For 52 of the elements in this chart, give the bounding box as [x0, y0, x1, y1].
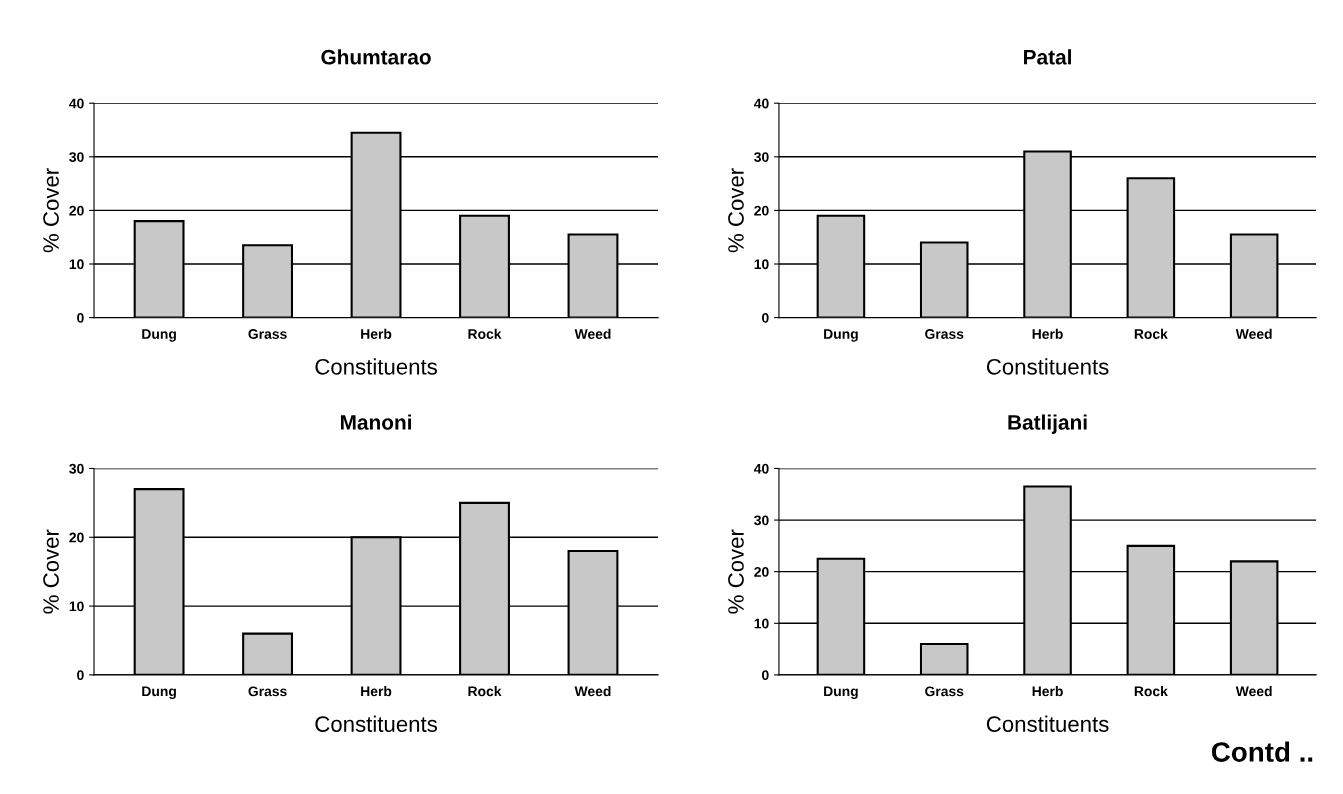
y-tick-label: 10 — [69, 601, 84, 612]
y-tick-label: 40 — [753, 98, 769, 109]
y-tick-label: 20 — [69, 532, 84, 543]
y-tick-label: 10 — [754, 618, 769, 629]
x-tick-label: Herb — [1032, 686, 1063, 697]
y-tick-label: 10 — [69, 259, 84, 270]
x-tick-label: Grass — [248, 329, 287, 339]
y-tick-label: 30 — [754, 515, 769, 526]
y-tick-label: 40 — [753, 463, 769, 474]
x-tick-label: Herb — [1032, 328, 1063, 339]
x-tick-label: Dung — [824, 686, 858, 699]
x-tick-label: Rock — [1134, 328, 1168, 339]
y-axis-title: % Cover — [43, 529, 59, 614]
x-tick-label: Rock — [1134, 686, 1168, 697]
x-tick-label: Weed — [574, 328, 611, 339]
x-tick-label: Grass — [248, 686, 287, 697]
x-axis-title: Constituents — [986, 358, 1109, 375]
chart-title: Ghumtarao — [321, 49, 431, 65]
y-axis-title: % Cover — [728, 529, 744, 614]
y-tick-label: 20 — [754, 567, 769, 577]
chart-title: Patal — [1024, 49, 1071, 65]
x-tick-label: Weed — [574, 686, 611, 697]
chart-title: Manoni — [340, 414, 412, 430]
x-tick-label: Rock — [468, 686, 502, 697]
x-tick-label: Dung — [824, 329, 858, 342]
y-tick-label: 30 — [69, 152, 84, 162]
text: Contd .. — [1211, 741, 1313, 762]
y-tick-label: 0 — [762, 670, 769, 681]
y-axis-title: % Cover — [728, 168, 744, 253]
y-tick-label: 10 — [754, 259, 769, 270]
x-axis-title: Constituents — [986, 715, 1109, 732]
y-tick-label: 40 — [69, 98, 84, 109]
y-axis-title: % Cover — [43, 168, 59, 253]
y-tick-label: 0 — [762, 312, 769, 323]
x-tick-label: Herb — [361, 328, 392, 339]
chart-title: Batlijani — [1008, 414, 1087, 434]
y-tick-label: 20 — [69, 205, 84, 216]
x-tick-label: Rock — [468, 328, 502, 339]
x-tick-label: Grass — [925, 329, 964, 339]
x-axis-title: Constituents — [315, 358, 437, 375]
y-tick-label: 0 — [77, 670, 84, 681]
y-tick-label: 30 — [754, 152, 769, 162]
x-tick-label: Dung — [142, 686, 176, 699]
x-tick-label: Grass — [925, 686, 964, 697]
y-tick-label: 20 — [754, 205, 769, 216]
x-tick-label: Weed — [1235, 328, 1272, 339]
x-tick-label: Weed — [1235, 686, 1272, 697]
x-tick-label: Herb — [361, 686, 392, 697]
y-tick-label: 0 — [77, 312, 84, 323]
x-axis-title: Constituents — [315, 715, 437, 732]
x-tick-label: Dung — [142, 329, 176, 342]
y-tick-label: 30 — [69, 463, 84, 474]
